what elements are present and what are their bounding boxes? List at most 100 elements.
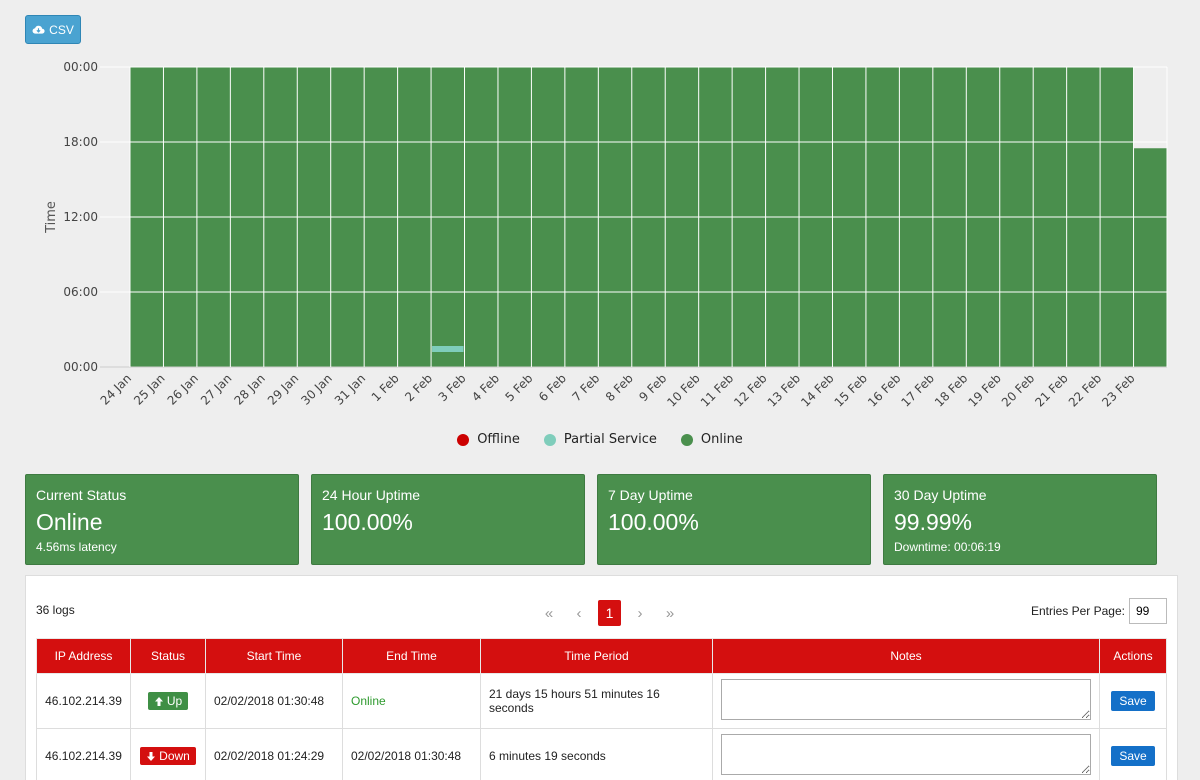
actions-cell: Save bbox=[1099, 728, 1167, 780]
arrow-down-icon bbox=[147, 751, 156, 761]
y-tick-label: 18:00 bbox=[63, 135, 98, 149]
card-24h-uptime: 24 Hour Uptime 100.00% bbox=[311, 474, 585, 565]
chart-legend: Offline Partial Service Online bbox=[0, 432, 1200, 447]
table-row: 46.102.214.39 Up 02/02/2018 01:30:48 Onl… bbox=[36, 673, 1167, 729]
entries-per-page: Entries Per Page: bbox=[1031, 598, 1167, 624]
x-tick-label: 23 Feb bbox=[1099, 371, 1137, 409]
legend-label-online: Online bbox=[700, 432, 743, 447]
column-header[interactable]: Notes bbox=[712, 638, 1100, 674]
entries-per-page-input[interactable] bbox=[1129, 598, 1167, 624]
status-cell: Down bbox=[130, 728, 206, 780]
x-tick-label: 1 Feb bbox=[369, 371, 402, 404]
csv-export-button[interactable]: CSV bbox=[25, 15, 81, 44]
table-header-row: IP Address Status Start Time End Time Ti… bbox=[36, 638, 1167, 674]
legend-item-online[interactable]: Online bbox=[680, 432, 743, 447]
page-number-button[interactable]: 1 bbox=[598, 600, 621, 626]
x-tick-label: 22 Feb bbox=[1066, 371, 1104, 409]
x-tick-label: 8 Feb bbox=[603, 371, 636, 404]
save-button[interactable]: Save bbox=[1111, 691, 1155, 711]
x-tick-label: 14 Feb bbox=[798, 371, 836, 409]
first-page-icon[interactable]: « bbox=[544, 604, 554, 622]
column-header[interactable]: Actions bbox=[1099, 638, 1167, 674]
column-header[interactable]: IP Address bbox=[36, 638, 131, 674]
legend-dot-offline bbox=[457, 433, 470, 446]
legend-label-partial: Partial Service bbox=[563, 432, 657, 447]
prev-page-icon[interactable]: ‹ bbox=[576, 604, 582, 622]
x-tick-label: 11 Feb bbox=[698, 371, 736, 409]
y-tick-label: 12:00 bbox=[63, 210, 98, 224]
table-row: 46.102.214.39 Down 02/02/2018 01:24:29 0… bbox=[36, 728, 1167, 780]
y-tick-label: 00:00 bbox=[63, 60, 98, 74]
x-tick-label: 3 Feb bbox=[436, 371, 469, 404]
actions-cell: Save bbox=[1099, 673, 1167, 729]
card-value: 100.00% bbox=[608, 509, 699, 535]
column-header[interactable]: Time Period bbox=[480, 638, 713, 674]
notes-cell bbox=[712, 673, 1100, 729]
x-tick-label: 26 Jan bbox=[165, 371, 201, 407]
cloud-download-icon bbox=[32, 25, 45, 34]
time-period-cell: 21 days 15 hours 51 minutes 16 seconds bbox=[480, 673, 713, 729]
x-tick-label: 25 Jan bbox=[131, 371, 167, 407]
x-tick-label: 2 Feb bbox=[402, 371, 435, 404]
entries-per-page-label: Entries Per Page: bbox=[1030, 604, 1125, 618]
x-tick-label: 31 Jan bbox=[332, 371, 368, 407]
notes-cell bbox=[712, 728, 1100, 780]
column-header[interactable]: Status bbox=[130, 638, 206, 674]
legend-item-partial[interactable]: Partial Service bbox=[543, 432, 657, 447]
column-header[interactable]: Start Time bbox=[205, 638, 343, 674]
x-tick-label: 7 Feb bbox=[569, 371, 602, 404]
status-cell: Up bbox=[130, 673, 206, 729]
end-time-cell: 02/02/2018 01:30:48 bbox=[342, 728, 481, 780]
x-tick-label: 10 Feb bbox=[664, 371, 702, 409]
card-30d-uptime: 30 Day Uptime 99.99% Downtime: 00:06:19 bbox=[883, 474, 1157, 565]
status-label: Down bbox=[159, 749, 190, 763]
x-tick-label: 18 Feb bbox=[932, 371, 970, 409]
x-tick-label: 30 Jan bbox=[298, 371, 334, 407]
arrow-up-icon bbox=[154, 696, 163, 706]
card-value: Online bbox=[36, 509, 103, 535]
notes-input[interactable] bbox=[721, 679, 1091, 720]
logs-count: 36 logs bbox=[36, 603, 75, 617]
status-badge: Up bbox=[147, 692, 189, 710]
card-sub: Downtime: 00:06:19 bbox=[894, 540, 1001, 554]
y-tick-label: 06:00 bbox=[63, 285, 98, 299]
x-tick-label: 24 Jan bbox=[98, 371, 134, 407]
x-tick-label: 17 Feb bbox=[899, 371, 937, 409]
x-tick-label: 28 Jan bbox=[231, 371, 267, 407]
logs-table: IP Address Status Start Time End Time Ti… bbox=[36, 638, 1167, 780]
card-value: 100.00% bbox=[322, 509, 413, 535]
ip-cell: 46.102.214.39 bbox=[36, 728, 131, 780]
legend-label-offline: Offline bbox=[477, 432, 520, 447]
card-7d-uptime: 7 Day Uptime 100.00% bbox=[597, 474, 871, 565]
card-title: Current Status bbox=[36, 487, 127, 503]
next-page-icon[interactable]: › bbox=[637, 604, 643, 622]
notes-input[interactable] bbox=[721, 734, 1091, 775]
last-page-icon[interactable]: » bbox=[665, 604, 675, 622]
x-tick-label: 5 Feb bbox=[503, 371, 536, 404]
logs-panel: 36 logs « ‹ 1 › » Entries Per Page: IP A… bbox=[25, 575, 1178, 780]
x-tick-label: 12 Feb bbox=[731, 371, 769, 409]
card-title: 24 Hour Uptime bbox=[322, 487, 421, 503]
y-tick-label: 00:00 bbox=[63, 360, 98, 374]
ip-cell: 46.102.214.39 bbox=[36, 673, 131, 729]
status-badge: Down bbox=[140, 747, 196, 765]
legend-dot-partial bbox=[543, 433, 556, 446]
csv-label: CSV bbox=[49, 22, 74, 37]
online-bar bbox=[1133, 148, 1167, 367]
legend-item-offline[interactable]: Offline bbox=[457, 432, 520, 447]
column-header[interactable]: End Time bbox=[342, 638, 481, 674]
x-tick-label: 27 Jan bbox=[198, 371, 234, 407]
y-axis-label: Time bbox=[44, 201, 59, 234]
card-title: 30 Day Uptime bbox=[894, 487, 987, 503]
pagination: « ‹ 1 › » bbox=[534, 600, 685, 626]
time-period-cell: 6 minutes 19 seconds bbox=[480, 728, 713, 780]
x-tick-label: 13 Feb bbox=[765, 371, 803, 409]
x-tick-label: 15 Feb bbox=[832, 371, 870, 409]
legend-dot-online bbox=[680, 433, 693, 446]
card-sub: 4.56ms latency bbox=[36, 540, 117, 554]
save-button[interactable]: Save bbox=[1111, 746, 1155, 766]
end-time-cell: Online bbox=[342, 673, 481, 729]
start-time-cell: 02/02/2018 01:24:29 bbox=[205, 728, 343, 780]
card-title: 7 Day Uptime bbox=[608, 487, 693, 503]
